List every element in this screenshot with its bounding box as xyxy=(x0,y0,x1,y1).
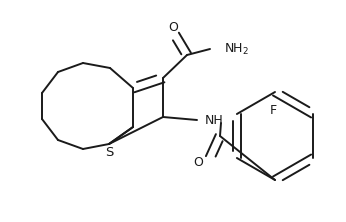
Text: S: S xyxy=(105,145,113,159)
Text: O: O xyxy=(168,20,178,34)
Text: NH$_2$: NH$_2$ xyxy=(224,42,249,57)
Text: O: O xyxy=(193,157,203,170)
Text: NH: NH xyxy=(205,113,224,127)
Text: F: F xyxy=(270,104,276,117)
